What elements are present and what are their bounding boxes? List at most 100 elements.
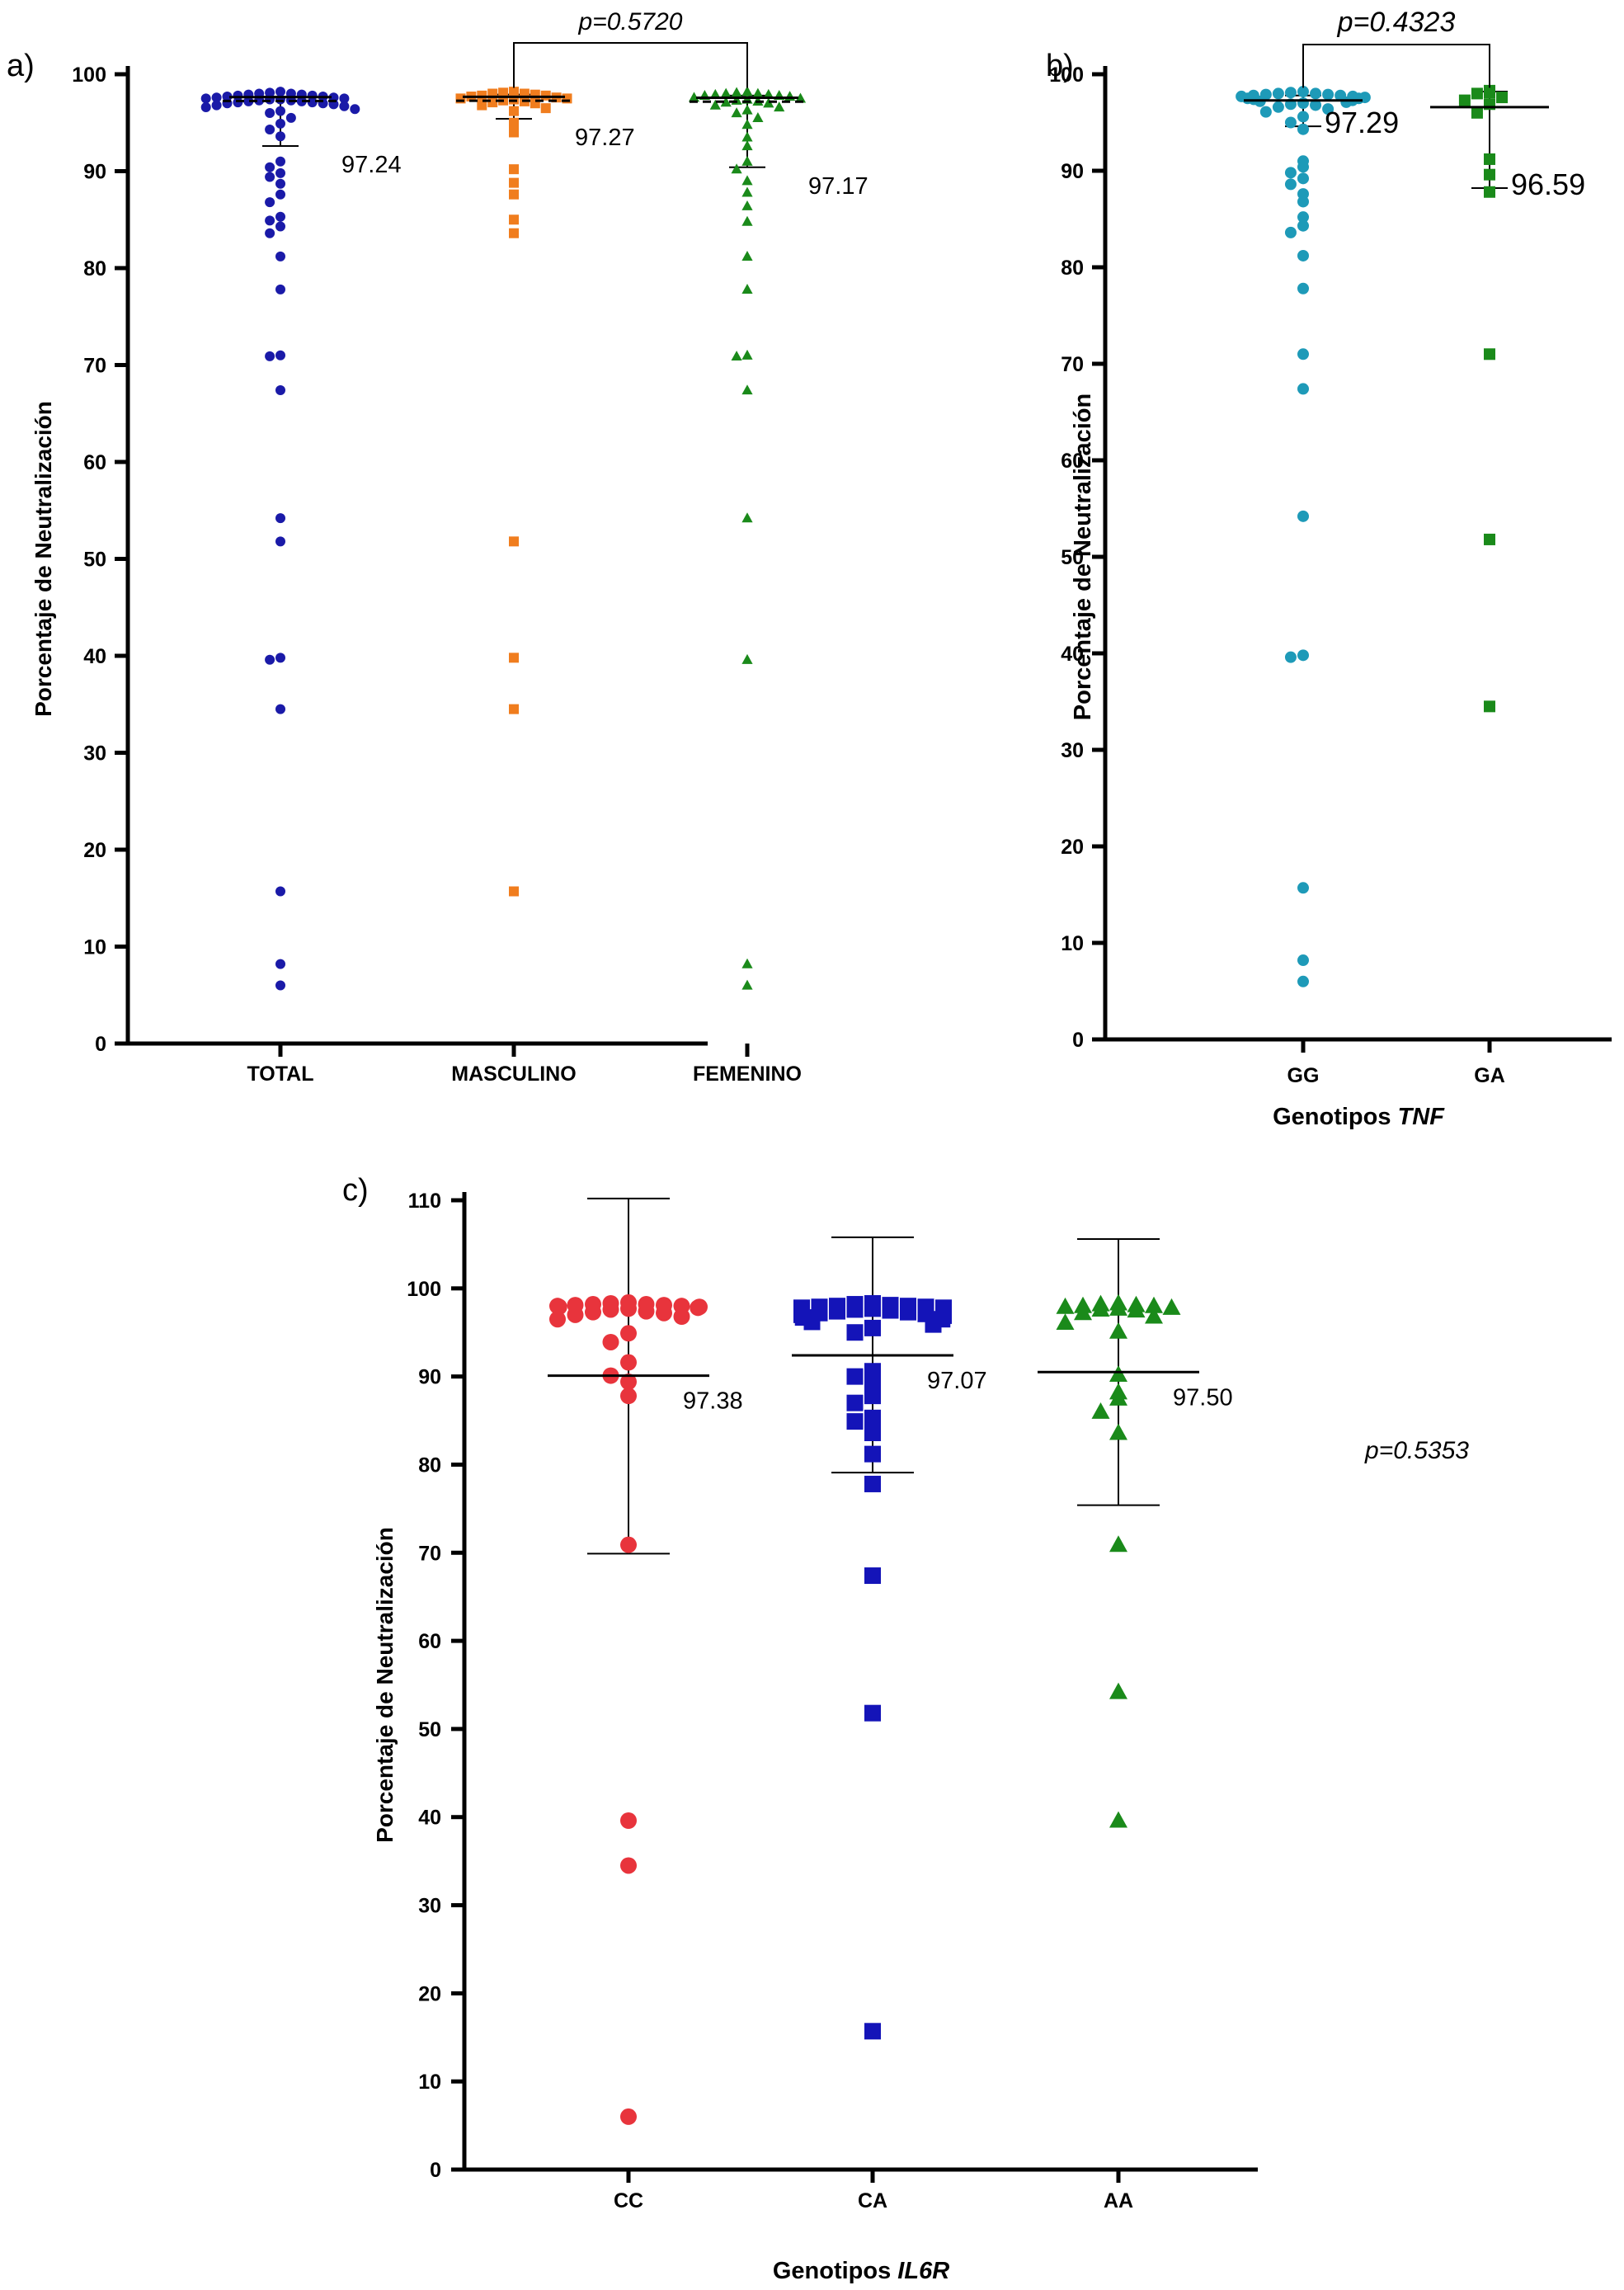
y-tick-label: 0 xyxy=(95,1033,106,1056)
data-point xyxy=(864,1704,881,1722)
panel-letter: a) xyxy=(7,49,35,83)
data-point xyxy=(1091,1402,1110,1419)
data-point xyxy=(243,96,254,106)
data-point xyxy=(549,1311,566,1328)
data-point xyxy=(763,88,774,99)
y-axis-title: Porcentaje de Neutralización xyxy=(372,1527,398,1843)
data-point xyxy=(620,1300,637,1317)
data-point xyxy=(275,350,285,360)
p-value-label: p=0.5720 xyxy=(578,8,683,35)
data-point xyxy=(864,1475,881,1492)
data-point xyxy=(275,653,285,663)
data-point xyxy=(1284,651,1297,663)
median-value-label: 97.07 xyxy=(927,1368,987,1394)
median-value-label: 97.24 xyxy=(341,152,402,178)
series-masculino: 97.27 xyxy=(455,87,635,897)
data-point xyxy=(741,155,753,166)
data-point xyxy=(731,87,742,97)
data-point xyxy=(741,251,753,262)
data-point xyxy=(509,117,519,128)
data-point xyxy=(1284,178,1297,191)
data-point xyxy=(285,112,296,123)
data-point xyxy=(864,1445,881,1463)
y-tick-label: 80 xyxy=(418,1454,441,1477)
x-axis-title-gene: IL6R xyxy=(897,2258,949,2284)
data-point xyxy=(275,178,285,189)
data-point xyxy=(1272,101,1284,113)
data-point xyxy=(620,1536,637,1553)
data-point xyxy=(265,228,275,238)
significance-bracket xyxy=(513,42,748,88)
data-point xyxy=(1297,383,1309,395)
data-point xyxy=(620,1388,637,1405)
y-tick-label: 60 xyxy=(83,451,106,474)
data-point xyxy=(567,1306,584,1323)
data-point xyxy=(638,1303,655,1320)
y-tick-label: 0 xyxy=(430,2159,441,2182)
data-point xyxy=(1458,94,1471,106)
data-point xyxy=(211,100,222,111)
data-point xyxy=(794,92,807,103)
x-tick-label: GG xyxy=(1287,1064,1320,1087)
data-point xyxy=(1484,700,1495,713)
data-point xyxy=(1109,1682,1127,1699)
data-point xyxy=(233,97,243,108)
x-axis-title-gene: TNF xyxy=(1398,1104,1446,1130)
y-tick-label: 100 xyxy=(407,1278,441,1301)
data-point xyxy=(731,163,742,174)
data-point xyxy=(846,1301,864,1318)
data-point xyxy=(509,177,519,188)
data-point xyxy=(864,1374,881,1391)
data-point xyxy=(275,886,285,897)
data-point xyxy=(1056,1313,1075,1331)
x-tick-label: FEMENINO xyxy=(693,1063,802,1086)
y-tick-label: 100 xyxy=(1049,64,1084,87)
data-point xyxy=(1484,533,1495,545)
y-tick-label: 70 xyxy=(418,1542,441,1565)
data-point xyxy=(1471,87,1483,100)
data-point xyxy=(477,100,487,111)
data-point xyxy=(275,704,285,714)
data-point xyxy=(741,284,753,294)
data-point xyxy=(1284,167,1297,179)
series-cc: 97.38 xyxy=(548,1197,743,2125)
data-point xyxy=(846,1413,864,1430)
data-point xyxy=(275,959,285,969)
data-point xyxy=(509,214,519,225)
panel-letter: c) xyxy=(342,1173,369,1208)
data-point xyxy=(1284,87,1297,99)
data-point xyxy=(265,172,275,182)
data-point xyxy=(741,104,753,115)
data-point xyxy=(265,87,275,98)
data-point xyxy=(1297,172,1309,185)
data-point xyxy=(741,186,753,197)
y-tick-label: 50 xyxy=(83,549,106,572)
y-tick-label: 0 xyxy=(1072,1029,1084,1052)
data-point xyxy=(498,87,509,98)
y-tick-label: 70 xyxy=(1061,353,1084,376)
data-point xyxy=(1297,348,1309,360)
data-point xyxy=(275,980,285,991)
data-point xyxy=(1145,1296,1163,1313)
data-point xyxy=(1145,1307,1163,1324)
data-point xyxy=(1297,161,1309,173)
series-ga: 96.59 xyxy=(1430,84,1585,713)
data-point xyxy=(275,118,285,129)
data-point xyxy=(864,1425,881,1441)
data-point xyxy=(265,215,275,226)
data-point xyxy=(509,127,519,138)
y-tick-label: 40 xyxy=(418,1807,441,1830)
series-aa: 97.50 xyxy=(1038,1238,1233,1828)
data-point xyxy=(265,162,275,172)
data-point xyxy=(1484,186,1495,198)
data-point xyxy=(900,1303,916,1321)
data-point xyxy=(1109,1811,1127,1828)
data-point xyxy=(265,124,275,134)
data-point xyxy=(656,1304,672,1322)
data-point xyxy=(688,92,700,102)
p-value-label: p=0.5353 xyxy=(1364,1437,1469,1464)
data-point xyxy=(620,1374,637,1391)
data-point xyxy=(1109,1423,1127,1440)
data-point xyxy=(829,1303,845,1320)
data-point xyxy=(509,228,519,238)
